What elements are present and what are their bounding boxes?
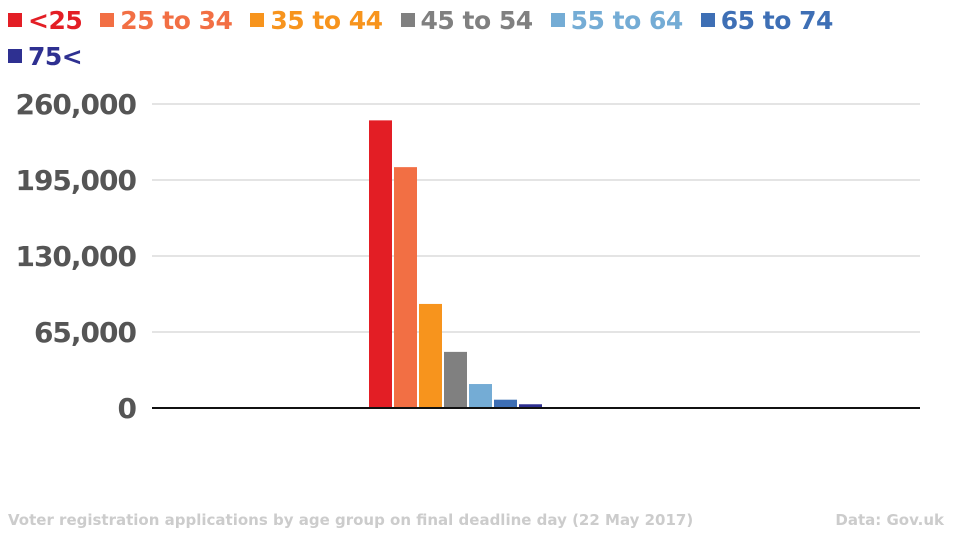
- legend-item: 75<: [8, 40, 83, 72]
- legend-label: 45 to 54: [420, 5, 534, 35]
- legend-label: 35 to 44: [270, 5, 383, 35]
- legend-label: 75<: [28, 41, 83, 71]
- legend: <25 25 to 34 35 to 44 45 to 54 55 to 64 65 to…: [8, 4, 868, 72]
- legend-label: <25: [28, 5, 83, 35]
- y-tick-label: 260,000: [15, 88, 136, 121]
- legend-swatch: [550, 13, 565, 27]
- y-tick-label: 0: [118, 392, 137, 425]
- bar: [444, 351, 467, 408]
- bar: [494, 399, 517, 408]
- legend-item: 35 to 44: [250, 4, 383, 36]
- legend-item: <25: [8, 4, 83, 36]
- legend-item: 25 to 34: [100, 4, 233, 36]
- y-tick-label: 65,000: [34, 316, 137, 349]
- y-tick-label: 130,000: [15, 240, 136, 273]
- legend-swatch: [8, 13, 22, 27]
- y-tick-label: 195,000: [15, 164, 136, 197]
- legend-label: 55 to 64: [570, 5, 684, 35]
- legend-swatch: [8, 49, 22, 63]
- bar: [369, 120, 392, 408]
- bar: [519, 404, 542, 408]
- chart-title: Voter registration applications by age g…: [8, 511, 694, 529]
- legend-label: 25 to 34: [120, 5, 233, 35]
- legend-swatch: [400, 13, 415, 27]
- legend-swatch: [700, 13, 715, 27]
- legend-item: 45 to 54: [400, 4, 534, 36]
- bar: [394, 167, 417, 408]
- legend-swatch: [250, 13, 265, 27]
- data-source: Data: Gov.uk: [835, 511, 944, 529]
- bar: [419, 303, 442, 408]
- legend-item: 55 to 64: [550, 4, 684, 36]
- bar: [469, 384, 492, 408]
- legend-label: 65 to 74: [720, 5, 834, 35]
- legend-item: 65 to 74: [700, 4, 834, 36]
- legend-swatch: [100, 13, 115, 27]
- footer: Voter registration applications by age g…: [8, 511, 948, 529]
